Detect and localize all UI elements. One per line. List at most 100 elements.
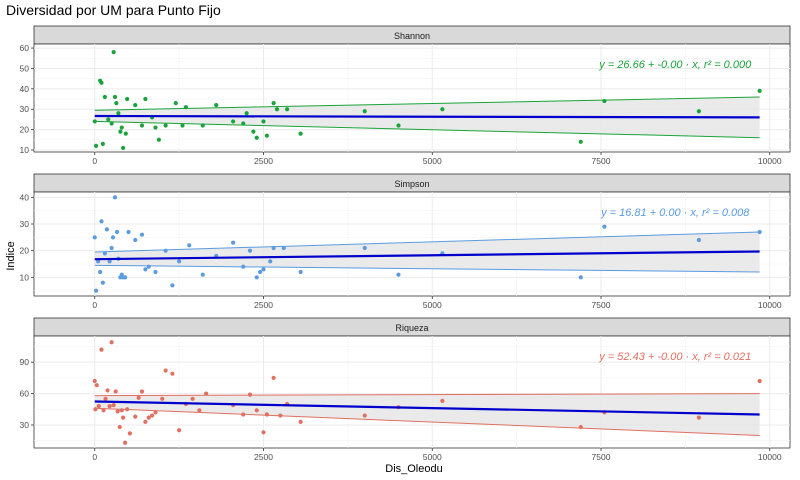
data-point: [190, 396, 195, 401]
data-point: [139, 389, 145, 394]
data-point: [96, 259, 101, 264]
data-point: [110, 235, 116, 240]
data-point: [362, 109, 367, 114]
y-tick-label: 90: [20, 357, 30, 367]
data-point: [125, 407, 130, 412]
x-tick-label: 5000: [423, 156, 442, 166]
confidence-band: [94, 232, 760, 272]
data-point: [126, 229, 131, 235]
data-point: [143, 96, 148, 102]
data-point: [117, 424, 122, 430]
data-point: [251, 129, 256, 134]
data-point: [123, 275, 128, 280]
data-point: [106, 117, 111, 122]
data-point: [160, 396, 165, 401]
data-point: [150, 413, 155, 418]
data-point: [153, 410, 158, 415]
data-point: [254, 135, 259, 140]
data-point: [241, 264, 246, 269]
data-point: [99, 219, 104, 224]
data-point: [261, 430, 266, 435]
data-point: [125, 96, 130, 102]
chart-title: Diversidad por UM para Punto Fijo: [6, 2, 221, 18]
data-point: [163, 248, 168, 253]
data-point: [92, 119, 97, 124]
data-point: [264, 133, 269, 138]
data-point: [156, 137, 161, 142]
data-point: [187, 243, 192, 248]
data-point: [109, 121, 114, 126]
data-point: [396, 123, 401, 128]
facet-strip-label: Shannon: [394, 31, 430, 41]
x-tick-label: 10000: [758, 156, 782, 166]
y-tick-label: 40: [20, 192, 30, 202]
data-point: [258, 269, 263, 275]
data-point: [100, 141, 105, 146]
data-point: [440, 398, 445, 403]
data-point: [143, 267, 148, 272]
data-point: [261, 267, 266, 272]
x-tick-label: 2500: [254, 300, 273, 310]
x-tick-label: 7500: [592, 300, 611, 310]
data-point: [163, 123, 168, 128]
data-point: [254, 275, 259, 280]
data-point: [200, 123, 205, 128]
data-point: [107, 404, 112, 409]
data-point: [183, 105, 188, 110]
data-point: [119, 408, 124, 413]
data-point: [92, 378, 97, 384]
regression-equation: y = 52.43 + -0.00 · x, r² = 0.021: [598, 351, 751, 363]
data-point: [116, 111, 121, 116]
data-point: [133, 103, 138, 108]
data-point: [177, 259, 182, 264]
y-tick-label: 60: [20, 389, 30, 399]
y-tick-label: 10: [20, 145, 30, 155]
data-point: [102, 251, 107, 256]
data-point: [112, 94, 118, 100]
data-point: [285, 107, 290, 112]
x-tick-label: 5000: [423, 452, 442, 462]
x-tick-label: 0: [92, 156, 97, 166]
data-point: [113, 389, 118, 394]
y-tick-label: 30: [20, 219, 30, 229]
data-point: [139, 232, 145, 237]
regression-line: [94, 114, 760, 119]
regression-line: [94, 250, 760, 261]
data-point: [96, 404, 101, 409]
data-point: [107, 259, 112, 264]
data-point: [100, 280, 105, 285]
data-point: [200, 272, 205, 277]
facet-strip-label: Riqueza: [395, 323, 428, 333]
data-point: [204, 391, 209, 396]
data-point: [298, 419, 303, 424]
data-point: [271, 245, 276, 251]
data-point: [103, 396, 108, 401]
data-point: [99, 347, 104, 352]
data-point: [696, 415, 701, 420]
data-point: [578, 139, 583, 144]
data-point: [170, 371, 175, 376]
data-point: [197, 408, 202, 413]
data-point: [146, 415, 151, 420]
facet-strip-label: Simpson: [394, 179, 429, 189]
data-point: [362, 245, 367, 251]
data-point: [94, 383, 99, 388]
data-point: [114, 229, 120, 235]
data-point: [123, 440, 128, 445]
data-point: [94, 288, 99, 293]
data-point: [602, 224, 607, 229]
x-tick-label: 10000: [758, 300, 782, 310]
data-point: [119, 125, 124, 130]
data-point: [696, 237, 701, 243]
data-point: [92, 235, 97, 240]
data-point: [231, 240, 236, 245]
data-point: [757, 378, 762, 384]
data-point: [602, 98, 607, 104]
data-point: [123, 131, 128, 136]
x-axis-title: Dis_Oleodu: [385, 463, 442, 475]
data-point: [133, 237, 138, 243]
data-point: [281, 245, 286, 251]
facet-riqueza: Riqueza 30 60 90 0 2500 5000 7500 10000 y = 52.43…: [20, 317, 791, 462]
data-point: [170, 283, 175, 288]
